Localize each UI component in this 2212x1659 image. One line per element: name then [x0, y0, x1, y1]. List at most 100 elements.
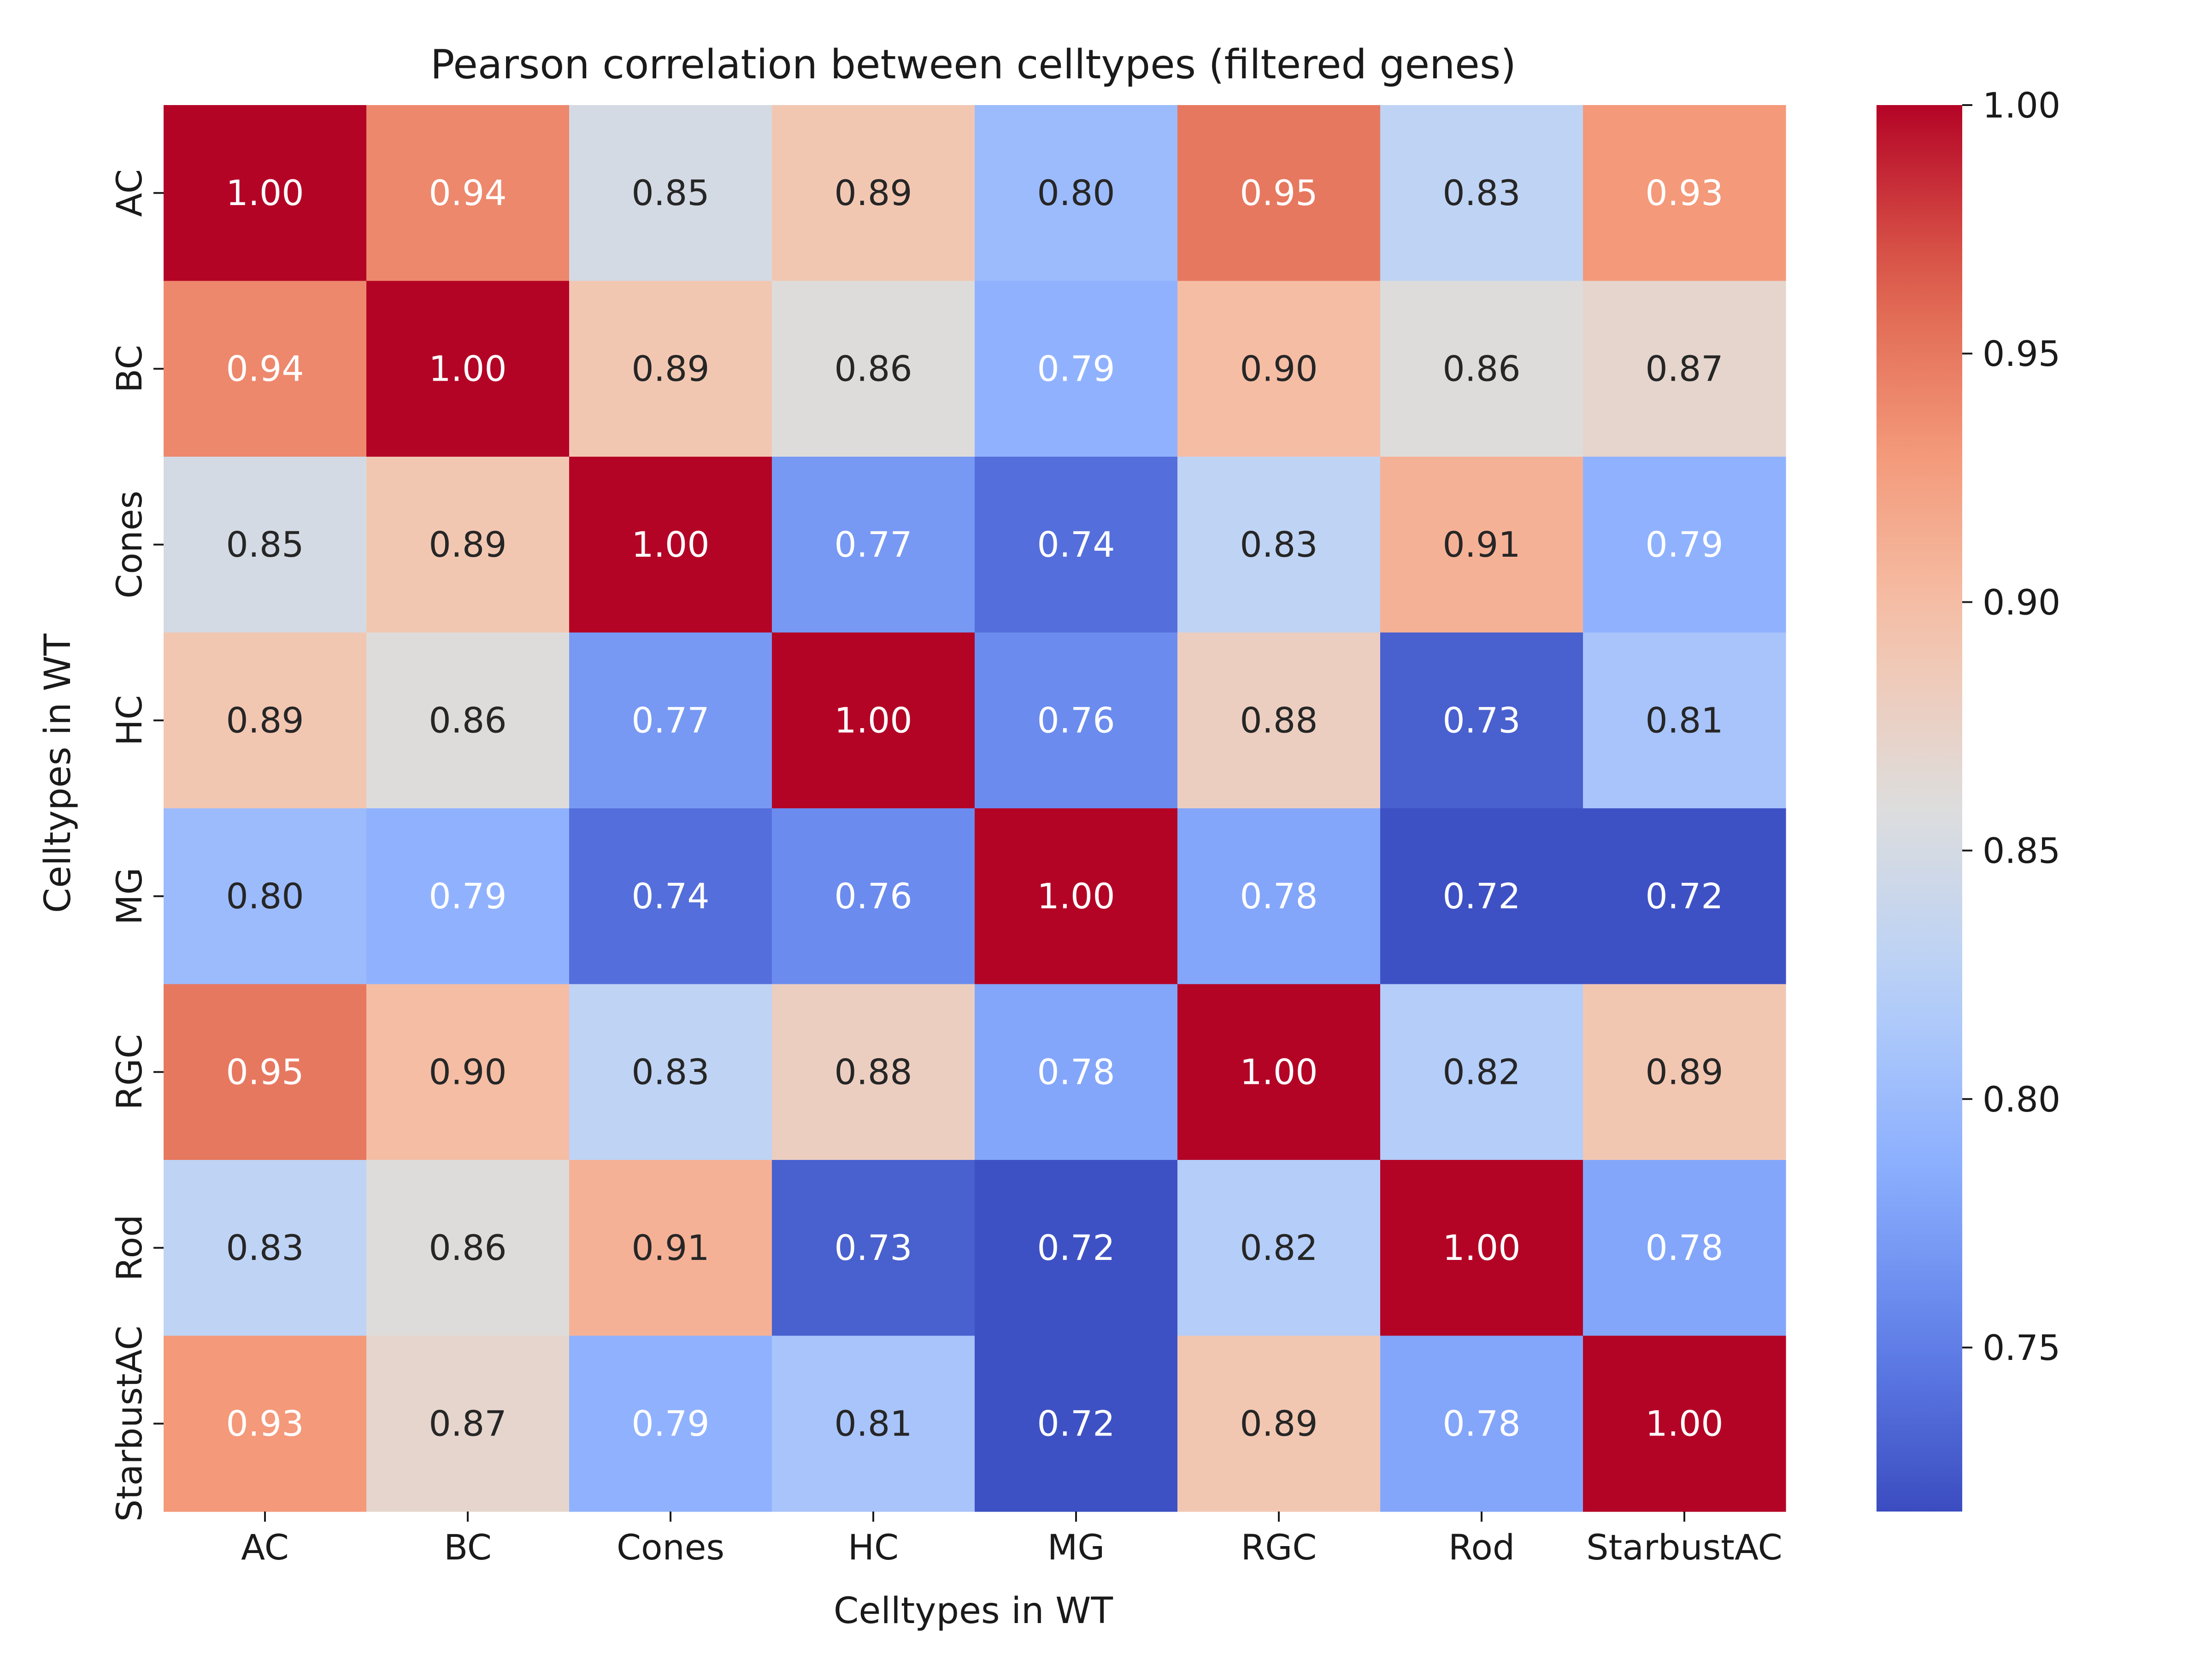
x-tick-label: MG: [1047, 1527, 1105, 1568]
cell-value-label: 0.73: [834, 1227, 912, 1268]
heatmap-cell: [569, 281, 772, 457]
x-tick-label: HC: [848, 1527, 899, 1568]
cell-value-label: 0.82: [1240, 1227, 1318, 1268]
heatmap-cell: [975, 808, 1178, 985]
heatmap-cell-labels: 1.00 0.94 0.85 0.89 0.80 0.95 0.83 0.93 0.94 1.00…: [226, 172, 1723, 1444]
cell-value-label: 0.86: [429, 700, 506, 741]
colorbar: [1877, 105, 1962, 1512]
x-tick-label: StarbustAC: [1586, 1527, 1782, 1568]
cell-value-label: 1.00: [631, 524, 709, 565]
cell-value-label: 0.79: [631, 1403, 709, 1444]
cell-value-label: 0.81: [834, 1403, 912, 1444]
x-tick-label: AC: [241, 1527, 289, 1568]
heatmap-cell: [1380, 1160, 1583, 1336]
colorbar-tick-label: 0.80: [1983, 1079, 2060, 1120]
cell-value-label: 0.72: [1037, 1403, 1115, 1444]
heatmap-cell: [164, 632, 367, 809]
heatmap-cell: [1583, 1335, 1786, 1512]
heatmap-cell: [1583, 457, 1786, 633]
cell-value-label: 0.89: [1240, 1403, 1318, 1444]
heatmap-cell: [164, 105, 367, 282]
y-axis-ticks: AC BC Cones HC MG RGC Rod StarbustAC: [109, 169, 164, 1522]
y-tick-label: StarbustAC: [109, 1326, 150, 1522]
heatmap-cell: [1380, 984, 1583, 1160]
cell-value-label: 0.88: [1240, 700, 1318, 741]
chart-title: Pearson correlation between celltypes (f…: [430, 41, 1516, 88]
heatmap-cell: [772, 808, 975, 985]
heatmap-cell: [1177, 1160, 1381, 1336]
cell-value-label: 0.86: [834, 348, 912, 389]
y-tick-label: Rod: [109, 1215, 150, 1281]
cell-value-label: 1.00: [1645, 1403, 1723, 1444]
heatmap-cell: [569, 632, 772, 809]
y-tick-label: BC: [109, 345, 150, 393]
cell-value-label: 0.87: [429, 1403, 506, 1444]
heatmap-cell: [975, 984, 1178, 1160]
cell-value-label: 0.85: [631, 172, 709, 213]
cell-value-label: 0.90: [429, 1051, 506, 1092]
cell-value-label: 0.72: [1442, 876, 1520, 917]
heatmap-cell: [975, 105, 1178, 282]
heatmap-cell: [975, 281, 1178, 457]
cell-value-label: 1.00: [1037, 876, 1115, 917]
cell-value-label: 0.79: [1037, 348, 1115, 389]
cell-value-label: 0.89: [429, 524, 506, 565]
colorbar-ticks: 0.75 0.80 0.85 0.90 0.95 1.00: [1962, 85, 2060, 1368]
heatmap-cells: [164, 105, 1786, 1512]
heatmap-cell: [1380, 281, 1583, 457]
heatmap-cell: [164, 808, 367, 985]
heatmap-cell: [772, 632, 975, 809]
heatmap-cell: [1177, 457, 1381, 633]
cell-value-label: 0.78: [1037, 1051, 1115, 1092]
cell-value-label: 1.00: [1442, 1227, 1520, 1268]
colorbar-tick-label: 0.85: [1983, 830, 2060, 871]
heatmap-cell: [772, 457, 975, 633]
x-axis-ticks: AC BC Cones HC MG RGC Rod StarbustAC: [241, 1512, 1783, 1568]
cell-value-label: 0.80: [1037, 172, 1115, 213]
heatmap-cell: [366, 1335, 570, 1512]
cell-value-label: 0.93: [226, 1403, 304, 1444]
x-tick-label: RGC: [1241, 1527, 1317, 1568]
heatmap-cell: [569, 105, 772, 282]
y-tick-label: RGC: [109, 1034, 150, 1110]
y-tick-label: AC: [109, 169, 150, 217]
heatmap-cell: [1583, 105, 1786, 282]
colorbar-tick-label: 0.95: [1983, 333, 2060, 374]
x-tick-label: BC: [444, 1527, 492, 1568]
heatmap-cell: [1177, 281, 1381, 457]
cell-value-label: 0.78: [1645, 1227, 1723, 1268]
heatmap-cell: [1177, 984, 1381, 1160]
cell-value-label: 0.87: [1645, 348, 1723, 389]
cell-value-label: 0.82: [1442, 1051, 1520, 1092]
cell-value-label: 0.83: [631, 1051, 709, 1092]
cell-value-label: 0.79: [1645, 524, 1723, 565]
x-tick-label: Rod: [1448, 1527, 1515, 1568]
heatmap-cell: [569, 1160, 772, 1336]
cell-value-label: 0.78: [1240, 876, 1318, 917]
cell-value-label: 0.85: [226, 524, 304, 565]
cell-value-label: 0.89: [834, 172, 912, 213]
heatmap-cell: [772, 281, 975, 457]
x-axis-label: Celltypes in WT: [834, 1590, 1113, 1632]
y-tick-label: Cones: [109, 491, 150, 599]
heatmap-cell: [569, 984, 772, 1160]
colorbar-tick-label: 0.90: [1983, 582, 2060, 623]
heatmap-cell: [1177, 105, 1381, 282]
cell-value-label: 0.88: [834, 1051, 912, 1092]
cell-value-label: 0.73: [1442, 700, 1520, 741]
cell-value-label: 0.89: [631, 348, 709, 389]
heatmap-cell: [1177, 1335, 1381, 1512]
cell-value-label: 0.72: [1645, 876, 1723, 917]
cell-value-label: 0.83: [1240, 524, 1318, 565]
cell-value-label: 0.76: [834, 876, 912, 917]
heatmap-cell: [164, 281, 367, 457]
heatmap-cell: [1583, 808, 1786, 985]
heatmap-cell: [772, 984, 975, 1160]
cell-value-label: 0.95: [1240, 172, 1318, 213]
x-tick-label: Cones: [617, 1527, 724, 1568]
heatmap-cell: [1380, 105, 1583, 282]
cell-value-label: 0.86: [429, 1227, 506, 1268]
heatmap-cell: [772, 1335, 975, 1512]
heatmap-cell: [1177, 808, 1381, 985]
